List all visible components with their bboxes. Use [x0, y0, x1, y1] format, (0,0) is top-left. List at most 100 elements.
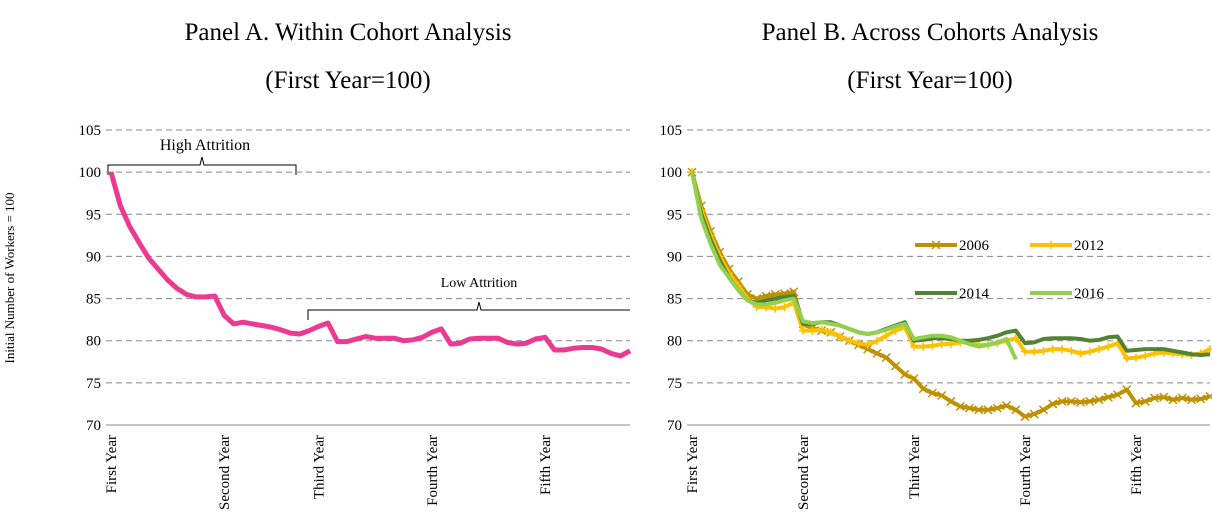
series-line [690, 171, 1018, 361]
x-tick-label: Third Year [907, 435, 923, 499]
legend-marker [1047, 241, 1055, 249]
y-axis-label: Initial Number of Workers = 100 [2, 192, 17, 363]
marker [1067, 346, 1076, 355]
marker [799, 326, 807, 335]
marker [1132, 353, 1140, 362]
marker [863, 340, 872, 349]
marker [974, 405, 984, 415]
marker [1196, 394, 1206, 404]
marker [1021, 347, 1029, 356]
marker [919, 342, 928, 351]
marker [854, 339, 863, 348]
annotation: High Attrition [160, 137, 250, 154]
y-tick-label: 100 [79, 165, 102, 181]
marker [863, 344, 873, 354]
marker [1085, 347, 1094, 356]
series-line [108, 171, 632, 359]
marker [808, 326, 817, 335]
marker [1206, 345, 1212, 354]
series-line [690, 171, 1211, 357]
x-tick-label: Third Year [312, 435, 328, 499]
marker [1186, 395, 1197, 405]
marker [872, 348, 882, 358]
marker [780, 303, 789, 311]
y-tick-label: 90 [86, 249, 101, 265]
chart-title: Panel A. Within Cohort Analysis [184, 19, 511, 46]
y-tick-label: 80 [86, 334, 101, 350]
x-tick-label: Fifth Year [1129, 435, 1145, 495]
marker [1075, 397, 1086, 407]
brace [107, 156, 297, 175]
chart-subtitle: (First Year=100) [847, 67, 1013, 94]
marker [836, 332, 844, 341]
x-tick-label: Fourth Year [425, 435, 441, 506]
y-tick-label: 105 [79, 123, 102, 139]
marker [1020, 412, 1030, 422]
marker [910, 342, 918, 351]
marker [845, 336, 854, 345]
marker [1048, 345, 1057, 354]
marker [964, 403, 975, 413]
chart-subtitle: (First Year=100) [265, 67, 431, 94]
y-tick-label: 95 [86, 207, 101, 223]
marker [890, 361, 901, 371]
marker [771, 304, 780, 313]
marker [1076, 349, 1085, 358]
marker [1140, 396, 1150, 406]
marker [1011, 405, 1021, 415]
y-tick-label: 75 [86, 376, 101, 392]
y-tick-label: 95 [667, 207, 682, 223]
y-tick-label: 70 [86, 418, 101, 434]
marker [1038, 405, 1049, 415]
x-tick-label: First Year [685, 435, 701, 493]
marker [1058, 345, 1066, 354]
marker [1168, 395, 1178, 405]
x-tick-label: Second Year [217, 435, 233, 510]
y-tick-label: 80 [667, 334, 682, 350]
marker [1205, 391, 1212, 401]
marker [937, 390, 947, 401]
marker [1057, 396, 1067, 406]
marker [928, 341, 937, 350]
x-tick-label: Fourth Year [1018, 435, 1034, 506]
marker [1159, 392, 1169, 402]
marker [1048, 399, 1058, 409]
marker [1001, 401, 1012, 411]
marker [1039, 346, 1048, 355]
y-tick-label: 105 [660, 123, 683, 139]
marker [1011, 334, 1020, 343]
marker [1094, 395, 1104, 405]
marker [918, 384, 928, 394]
marker [873, 336, 881, 345]
legend-label: 2016 [1074, 286, 1105, 302]
marker [1104, 342, 1113, 351]
marker [992, 403, 1002, 413]
legend-label: 2012 [1074, 238, 1104, 254]
marker [1131, 398, 1141, 408]
marker [909, 374, 919, 384]
marker [955, 401, 965, 411]
legend-label: 2006 [959, 238, 990, 254]
marker [881, 353, 891, 363]
marker [947, 340, 955, 349]
legend-label: 2014 [959, 286, 990, 302]
legend-marker [931, 240, 941, 250]
marker [983, 405, 993, 415]
chart-title: Panel B. Across Cohorts Analysis [762, 19, 1099, 46]
marker [900, 369, 910, 379]
marker [937, 340, 946, 349]
marker [1177, 393, 1187, 403]
marker [1030, 347, 1039, 356]
marker [1095, 345, 1103, 354]
marker [817, 325, 826, 334]
y-tick-label: 75 [667, 376, 682, 392]
marker [1085, 396, 1095, 406]
y-tick-label: 85 [86, 292, 101, 308]
marker [1112, 390, 1123, 400]
marker [927, 388, 938, 398]
marker [1141, 351, 1150, 360]
marker [1122, 354, 1131, 363]
marker [1103, 392, 1113, 402]
marker [946, 396, 956, 406]
